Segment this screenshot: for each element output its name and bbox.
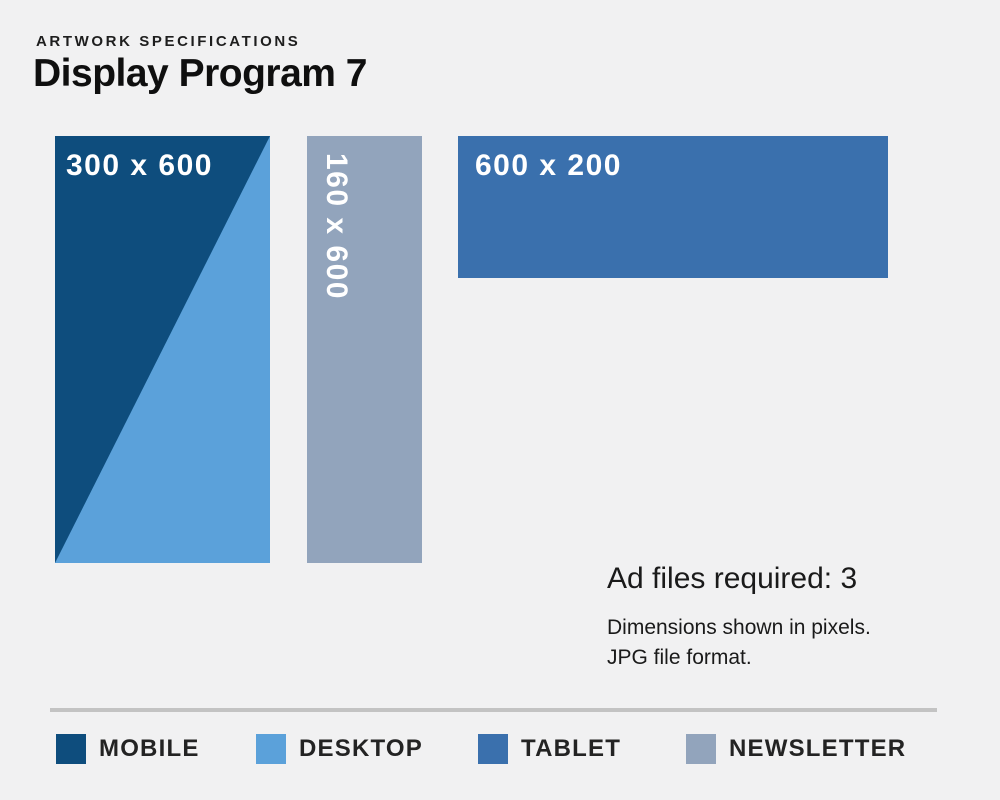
tablet-color-swatch: [478, 734, 508, 764]
divider: [50, 708, 937, 712]
legend-label-desktop: DESKTOP: [299, 735, 423, 762]
banner-160x600: 160 x 600: [307, 136, 422, 563]
info-block: Ad files required: 3 Dimensions shown in…: [607, 562, 871, 673]
mobile-triangle: [55, 136, 270, 563]
eyebrow-label: ARTWORK SPECIFICATIONS: [36, 33, 301, 50]
legend-label-tablet: TABLET: [521, 735, 622, 762]
format-note: JPG file format.: [607, 645, 752, 669]
dimensions-note: Dimensions shown in pixels.: [607, 616, 871, 639]
legend-item-desktop: DESKTOP: [256, 734, 423, 764]
legend-item-mobile: MOBILE: [56, 734, 200, 764]
legend-item-newsletter: NEWSLETTER: [686, 734, 906, 764]
newsletter-color-swatch: [686, 734, 716, 764]
legend-label-newsletter: NEWSLETTER: [729, 735, 907, 762]
banner-160x600-label: 160 x 600: [320, 153, 353, 300]
page-title: Display Program 7: [33, 52, 367, 95]
ad-files-required: Ad files required: 3: [607, 562, 858, 595]
mobile-color-swatch: [56, 734, 86, 764]
legend-label-mobile: MOBILE: [99, 735, 200, 762]
banner-600x200: 600 x 200: [458, 136, 888, 278]
desktop-color-swatch: [256, 734, 286, 764]
banner-300x600: 300 x 600: [55, 136, 270, 563]
legend-item-tablet: TABLET: [478, 734, 621, 764]
banner-300x600-label: 300 x 600: [66, 149, 213, 182]
banner-600x200-label: 600 x 200: [475, 149, 622, 182]
